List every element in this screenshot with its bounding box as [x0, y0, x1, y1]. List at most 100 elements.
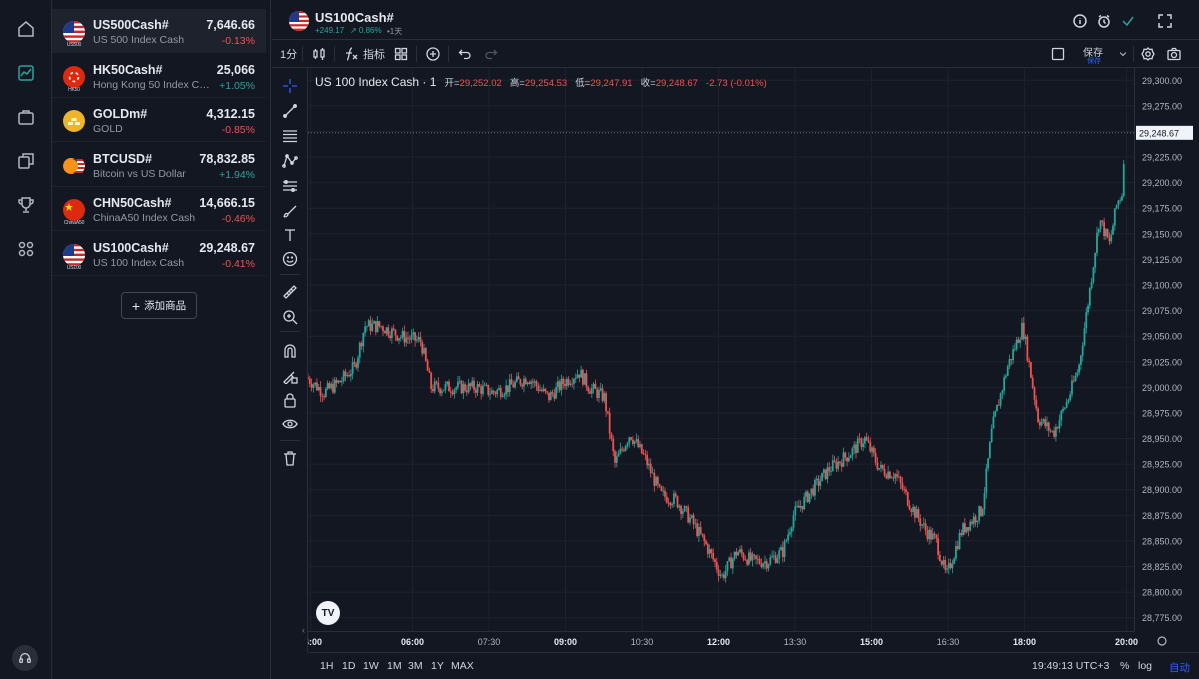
candle-style-icon[interactable] [312, 46, 326, 62]
watchlist-item[interactable]: US500 US500Cash# US 500 Index Cash 7,646.66… [52, 9, 266, 53]
candle-body [771, 556, 773, 558]
alarm-icon[interactable] [1096, 13, 1112, 29]
candle-body [565, 378, 568, 387]
candle-body [649, 463, 652, 474]
trash-icon[interactable] [280, 448, 300, 468]
indicators-icon[interactable] [344, 46, 358, 62]
range-button-1w[interactable]: 1W [363, 660, 379, 672]
candle-body [1015, 339, 1018, 350]
auto-toggle[interactable]: 自动 [1169, 662, 1190, 674]
bottom-bar: 1H 1D 1W 1M 3M 1Y MAX 19:49:13 UTC+3 % log 自动 [308, 652, 1199, 679]
candle-body [581, 369, 584, 385]
candle-body [953, 558, 956, 564]
copy-icon[interactable] [13, 148, 39, 174]
candle-body [810, 488, 813, 494]
indicators-button[interactable]: 指标 [363, 49, 385, 61]
headset-icon[interactable] [12, 645, 38, 671]
magnet-icon[interactable] [280, 341, 300, 361]
last-price-badge [1136, 125, 1193, 140]
brush-icon[interactable] [280, 201, 300, 221]
range-button-max[interactable]: MAX [451, 660, 474, 672]
chevron-down-icon[interactable] [1118, 46, 1128, 62]
candle-body [366, 326, 368, 328]
candle-body [755, 555, 757, 559]
check-icon[interactable] [1120, 13, 1136, 29]
candle-body [833, 460, 836, 462]
info-icon[interactable] [1072, 13, 1088, 29]
candle-body [540, 389, 543, 392]
candle-body [599, 388, 602, 391]
chart-icon[interactable] [13, 60, 39, 86]
range-button-1d[interactable]: 1D [342, 660, 356, 672]
plus-icon: + [131, 297, 141, 314]
lock-icon[interactable] [280, 390, 300, 410]
trophy-icon[interactable] [13, 192, 39, 218]
fib-retracement-icon[interactable] [280, 126, 300, 146]
add-compare-icon[interactable] [426, 46, 440, 62]
log-toggle[interactable]: log [1138, 660, 1153, 672]
candle-body [799, 506, 802, 508]
chart-pane[interactable]: US 100 Index Cash · 1 开=29,252.02 高=29,2… [299, 68, 1199, 652]
redo-icon[interactable] [484, 46, 498, 62]
candle-body [1065, 402, 1068, 408]
save-button[interactable]: 保存 [1083, 48, 1103, 59]
candle-body [864, 437, 866, 444]
candle-body [371, 323, 374, 331]
candle-body [523, 378, 525, 387]
lock-draw-icon[interactable] [280, 366, 300, 386]
layouts-icon[interactable] [394, 46, 408, 62]
pattern-icon[interactable] [280, 151, 300, 171]
watchlist-item[interactable]: US100 US100Cash# US 100 Index Cash 29,248.6… [52, 232, 266, 276]
axis-settings-icon[interactable] [1157, 636, 1167, 646]
watchlist-item[interactable]: GOLDm# GOLD 4,312.15 -0.85% [52, 98, 266, 142]
trend-line-icon[interactable] [280, 101, 300, 121]
watchlist-item[interactable]: HK50 HK50Cash# Hong Kong 50 Index Cash 25,0… [52, 54, 266, 98]
zoom-in-icon[interactable] [280, 307, 300, 327]
percent-toggle[interactable]: % [1120, 660, 1130, 672]
layout-square-icon[interactable] [1051, 46, 1065, 62]
add-symbol-button[interactable]: + 添加商品 [121, 292, 197, 319]
candle-body [963, 523, 966, 533]
briefcase-icon[interactable] [13, 104, 39, 130]
apps-icon[interactable] [13, 236, 39, 262]
candle-body [903, 489, 906, 490]
candle-body [576, 374, 579, 378]
range-button-1y[interactable]: 1Y [431, 660, 444, 672]
settings-icon[interactable] [1141, 46, 1155, 62]
candle-body [942, 559, 945, 565]
candle-body [423, 348, 425, 354]
crosshair-icon[interactable] [280, 76, 300, 96]
watchlist-item[interactable]: BTCUSD# Bitcoin vs US Dollar 78,832.85 +1.9… [52, 143, 266, 187]
candle-body [819, 481, 822, 486]
candlestick-chart[interactable]: 29,300.0029,275.0029,250.0029,225.0029,2… [299, 68, 1199, 652]
candle-body [892, 477, 895, 479]
candle-body [803, 496, 806, 510]
camera-icon[interactable] [1167, 46, 1181, 62]
range-button-3m[interactable]: 3M [408, 660, 423, 672]
candle-body [362, 332, 365, 347]
range-button-1h[interactable]: 1H [320, 660, 334, 672]
y-tick-label: 28,900.00 [1142, 485, 1182, 495]
fullscreen-icon[interactable] [1157, 13, 1173, 29]
range-button-1m[interactable]: 1M [387, 660, 402, 672]
home-icon[interactable] [13, 16, 39, 42]
candle-body [723, 574, 725, 579]
candle-body [514, 381, 516, 388]
header-symbol[interactable]: US100Cash# [315, 10, 394, 25]
x-tick-label: 09:00 [554, 637, 577, 647]
undo-icon[interactable] [458, 46, 472, 62]
emoji-icon[interactable] [280, 249, 300, 269]
candle-body [499, 387, 502, 397]
eye-icon[interactable] [280, 414, 300, 434]
candle-body [814, 479, 816, 496]
projection-icon[interactable] [280, 176, 300, 196]
candle-body [776, 558, 779, 563]
candle-body [580, 369, 583, 378]
interval-button[interactable]: 1分 [280, 49, 298, 61]
collapse-arrow-icon[interactable]: ‹ [302, 625, 305, 635]
ruler-icon[interactable] [280, 282, 300, 302]
candle-body [346, 375, 349, 377]
text-icon[interactable] [280, 225, 300, 245]
candle-body [1024, 336, 1027, 339]
watchlist-item[interactable]: ChinaA50 CHN50Cash# ChinaA50 Index Cash 14,… [52, 187, 266, 231]
